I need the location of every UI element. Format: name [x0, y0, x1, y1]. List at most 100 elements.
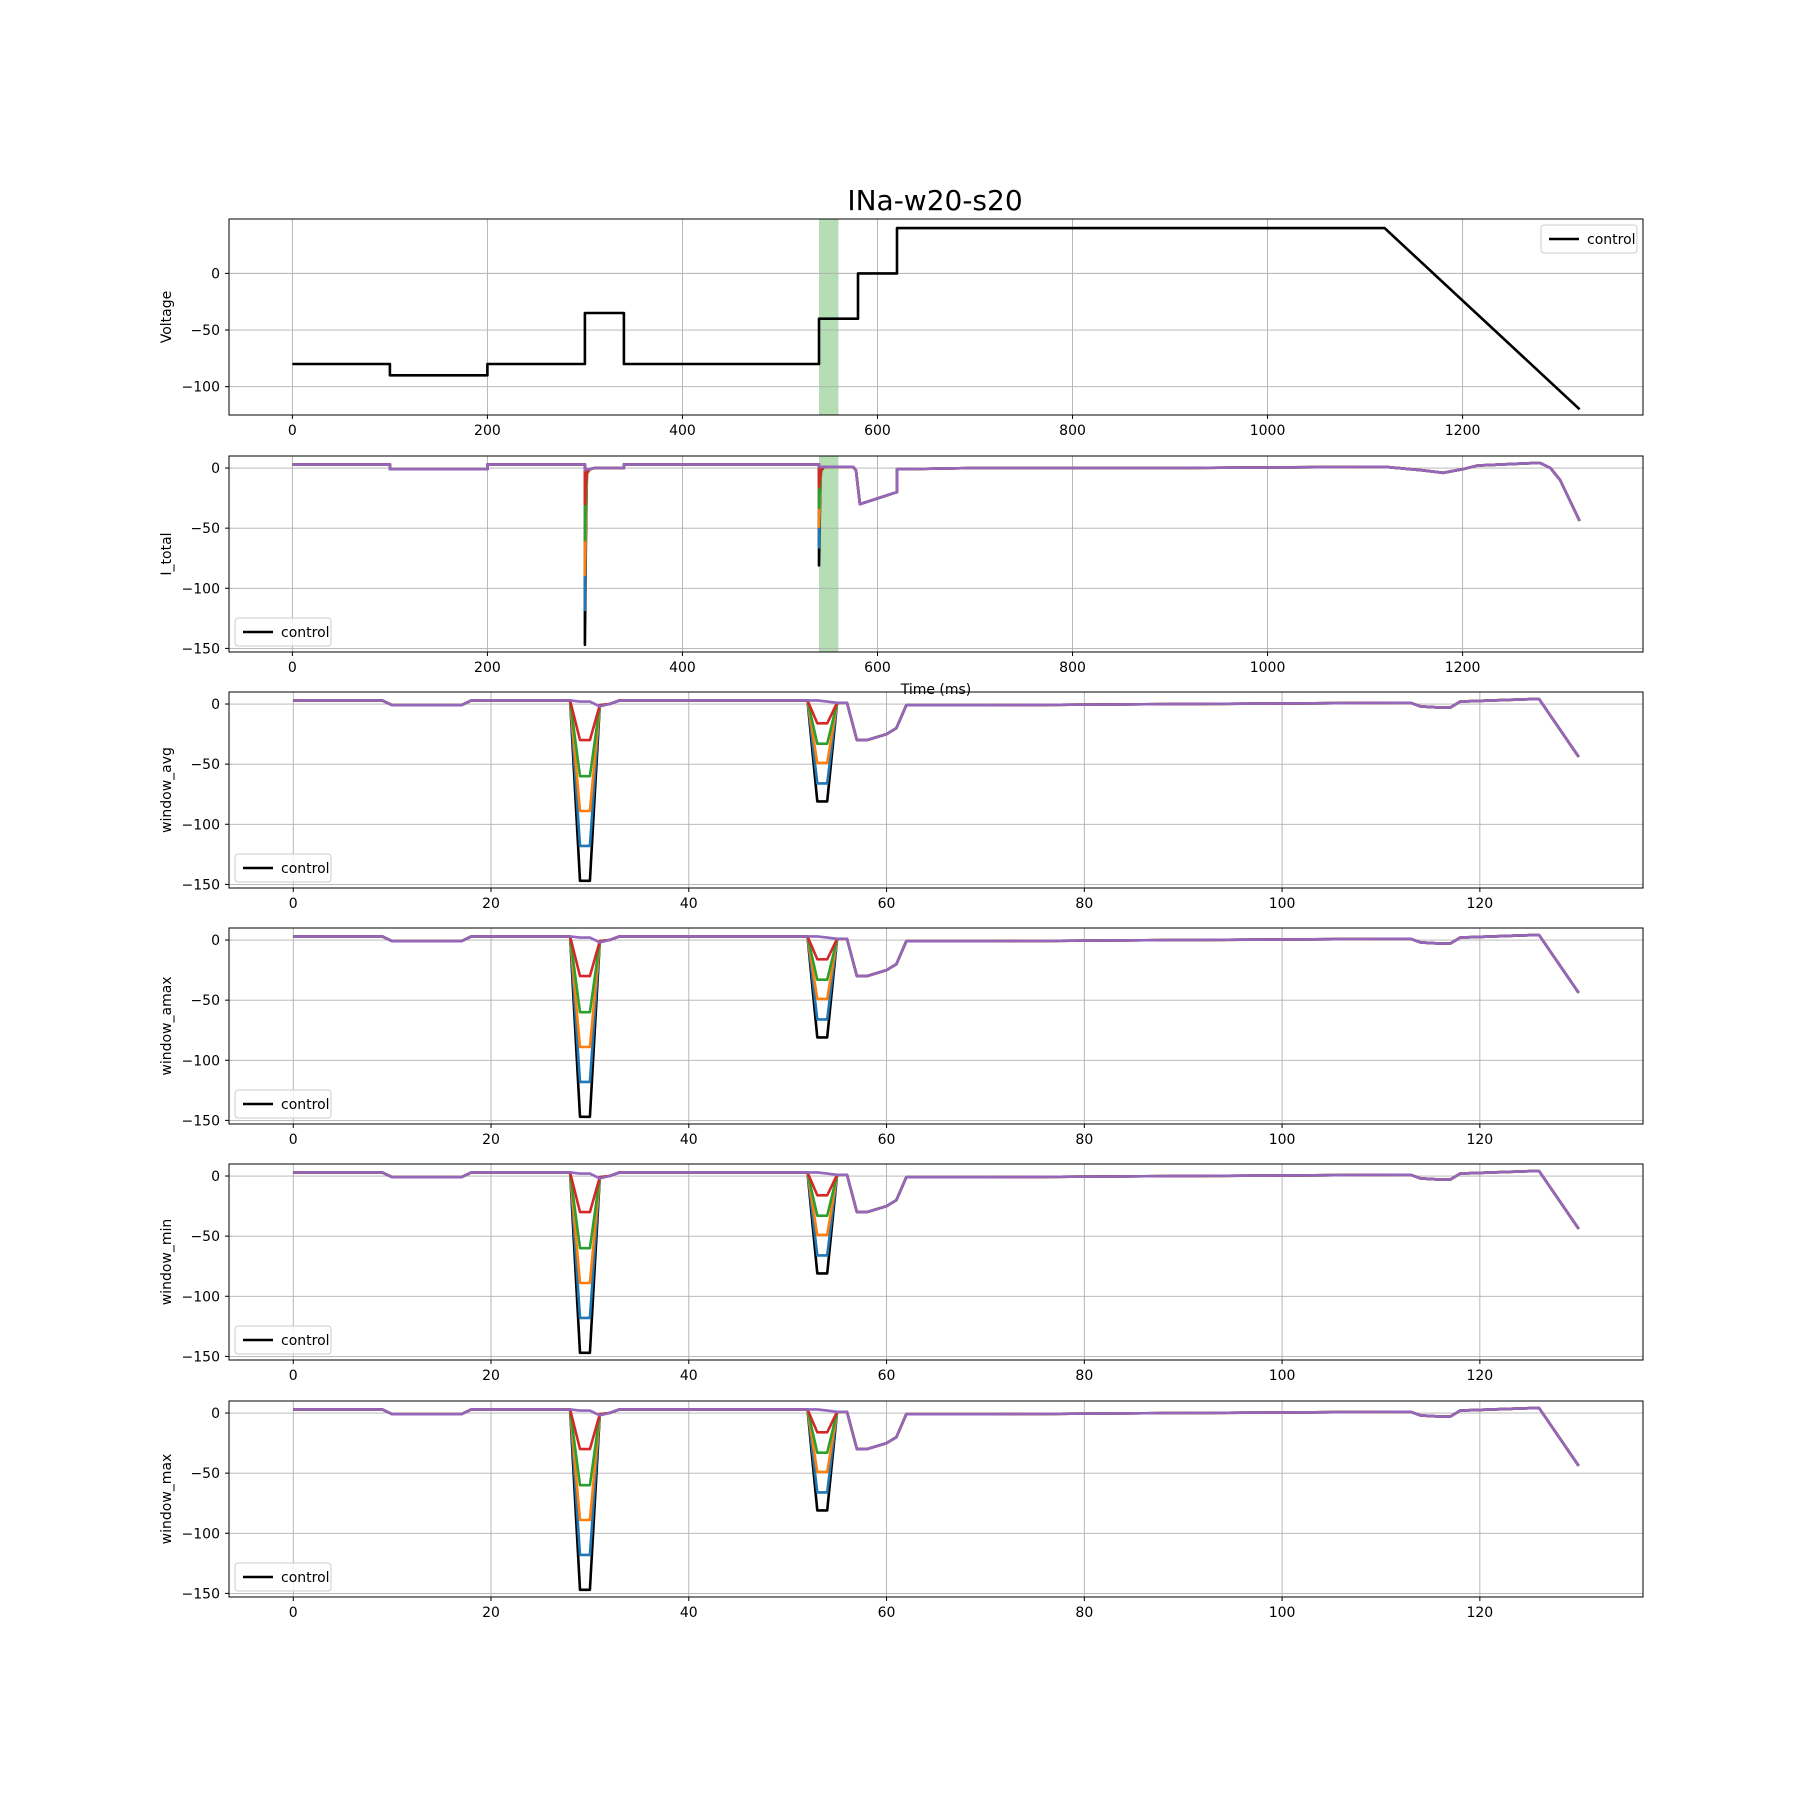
- x-tick-label: 600: [864, 423, 891, 439]
- series-line-2ca02c: [293, 933, 1580, 1014]
- series-line-2ca02c: [293, 1406, 1580, 1487]
- y-tick-label: −100: [182, 817, 220, 833]
- axes-frame: [228, 218, 1644, 416]
- y-tick-label: −100: [182, 1289, 220, 1305]
- legend: control: [234, 1325, 332, 1355]
- legend-box: [234, 617, 332, 647]
- legend: control: [234, 1562, 332, 1592]
- series-line-d62728: [293, 1406, 1580, 1467]
- x-tick-label: 800: [1059, 423, 1086, 439]
- x-tick-label: 80: [1075, 896, 1093, 912]
- x-tick-label: 200: [474, 423, 501, 439]
- y-tick-label: −50: [190, 1229, 220, 1245]
- x-tick-label: 120: [1466, 1132, 1493, 1148]
- x-tick-label: 100: [1269, 1605, 1296, 1621]
- series-line-2ca02c: [293, 697, 1580, 778]
- x-tick-label: 120: [1466, 1605, 1493, 1621]
- legend-label: control: [1587, 232, 1636, 248]
- legend-box: [234, 1562, 332, 1592]
- legend-label: control: [281, 625, 330, 641]
- legend-label: control: [281, 1333, 330, 1349]
- series-line-control: [292, 226, 1581, 411]
- y-axis-label: I_total: [159, 532, 175, 575]
- x-tick-label: 0: [288, 660, 297, 676]
- y-tick-label: −100: [182, 1526, 220, 1542]
- x-tick-label: 100: [1269, 896, 1296, 912]
- series-group: [293, 1169, 1580, 1355]
- legend-box: [234, 1089, 332, 1119]
- series-line-control: [293, 697, 1580, 883]
- axes-frame: [228, 1400, 1644, 1598]
- y-tick-label: −100: [182, 1053, 220, 1069]
- y-tick-label: −100: [182, 581, 220, 597]
- y-axis-label: Voltage: [159, 291, 175, 344]
- series-line-control: [293, 1169, 1580, 1355]
- x-tick-label: 100: [1269, 1132, 1296, 1148]
- axes-frame: [228, 691, 1644, 889]
- series-line-9467bd: [293, 933, 1580, 994]
- series-group: [292, 461, 1581, 647]
- x-tick-label: 0: [288, 423, 297, 439]
- y-tick-label: −50: [190, 993, 220, 1009]
- y-axis-label: window_max: [159, 1454, 175, 1545]
- y-tick-label: 0: [211, 697, 220, 713]
- series-line-2ca02c: [293, 1169, 1580, 1250]
- x-tick-label: 20: [482, 1368, 500, 1384]
- series-line-2ca02c: [292, 461, 1581, 542]
- x-tick-label: 60: [878, 1368, 896, 1384]
- x-tick-label: 800: [1059, 660, 1086, 676]
- legend-box: [234, 853, 332, 883]
- axes-frame: [228, 1163, 1644, 1361]
- series-line-ff7f0e: [292, 461, 1581, 577]
- y-tick-label: −50: [190, 1466, 220, 1482]
- series-group: [293, 1406, 1580, 1592]
- x-tick-label: 40: [680, 896, 698, 912]
- x-tick-label: 40: [680, 1368, 698, 1384]
- x-tick-label: 40: [680, 1605, 698, 1621]
- legend-box: [234, 1325, 332, 1355]
- x-tick-label: 80: [1075, 1132, 1093, 1148]
- y-tick-label: −150: [182, 641, 220, 657]
- x-tick-label: 0: [289, 1368, 298, 1384]
- x-axis-label: Time (ms): [900, 682, 972, 698]
- series-line-d62728: [293, 933, 1580, 994]
- figure-title: INa-w20-s20: [847, 184, 1022, 217]
- series-group: [292, 226, 1581, 411]
- x-tick-label: 400: [669, 423, 696, 439]
- highlight-span: [818, 456, 839, 652]
- y-tick-label: −50: [190, 323, 220, 339]
- series-line-ff7f0e: [293, 1406, 1580, 1522]
- x-tick-label: 20: [482, 896, 500, 912]
- x-tick-label: 60: [878, 1605, 896, 1621]
- y-tick-label: 0: [211, 1169, 220, 1185]
- x-tick-label: 100: [1269, 1368, 1296, 1384]
- legend: control: [1540, 224, 1638, 254]
- x-tick-label: 0: [289, 896, 298, 912]
- x-tick-label: 1200: [1445, 423, 1481, 439]
- x-tick-label: 120: [1466, 896, 1493, 912]
- y-axis-label: window_min: [159, 1219, 175, 1306]
- x-tick-label: 80: [1075, 1368, 1093, 1384]
- y-tick-label: −150: [182, 877, 220, 893]
- series-line-9467bd: [293, 1169, 1580, 1230]
- series-line-ff7f0e: [293, 697, 1580, 813]
- x-tick-label: 60: [878, 1132, 896, 1148]
- legend: control: [234, 853, 332, 883]
- series-line-d62728: [293, 1169, 1580, 1230]
- axes-frame: [228, 927, 1644, 1125]
- series-line-9467bd: [293, 1406, 1580, 1467]
- series-group: [293, 697, 1580, 883]
- y-tick-label: −150: [182, 1113, 220, 1129]
- legend-label: control: [281, 861, 330, 877]
- subplot-i_total: 0 200 400 600 800 1000 1200 0 −50 −100 −150 I_total…: [159, 455, 1644, 698]
- x-tick-label: 1000: [1250, 423, 1286, 439]
- highlight-span: [818, 219, 839, 415]
- y-tick-label: −50: [190, 521, 220, 537]
- y-axis-label: window_amax: [159, 976, 175, 1075]
- y-tick-label: −150: [182, 1586, 220, 1602]
- subplot-window_max: 0 20 40 60 80 100 120 0 −50 −100 −150 window_maxcon…: [159, 1400, 1644, 1621]
- series-line-9467bd: [293, 697, 1580, 758]
- x-tick-label: 0: [289, 1605, 298, 1621]
- subplot-window_amax: 0 20 40 60 80 100 120 0 −50 −100 −150 window_amaxco…: [159, 927, 1644, 1148]
